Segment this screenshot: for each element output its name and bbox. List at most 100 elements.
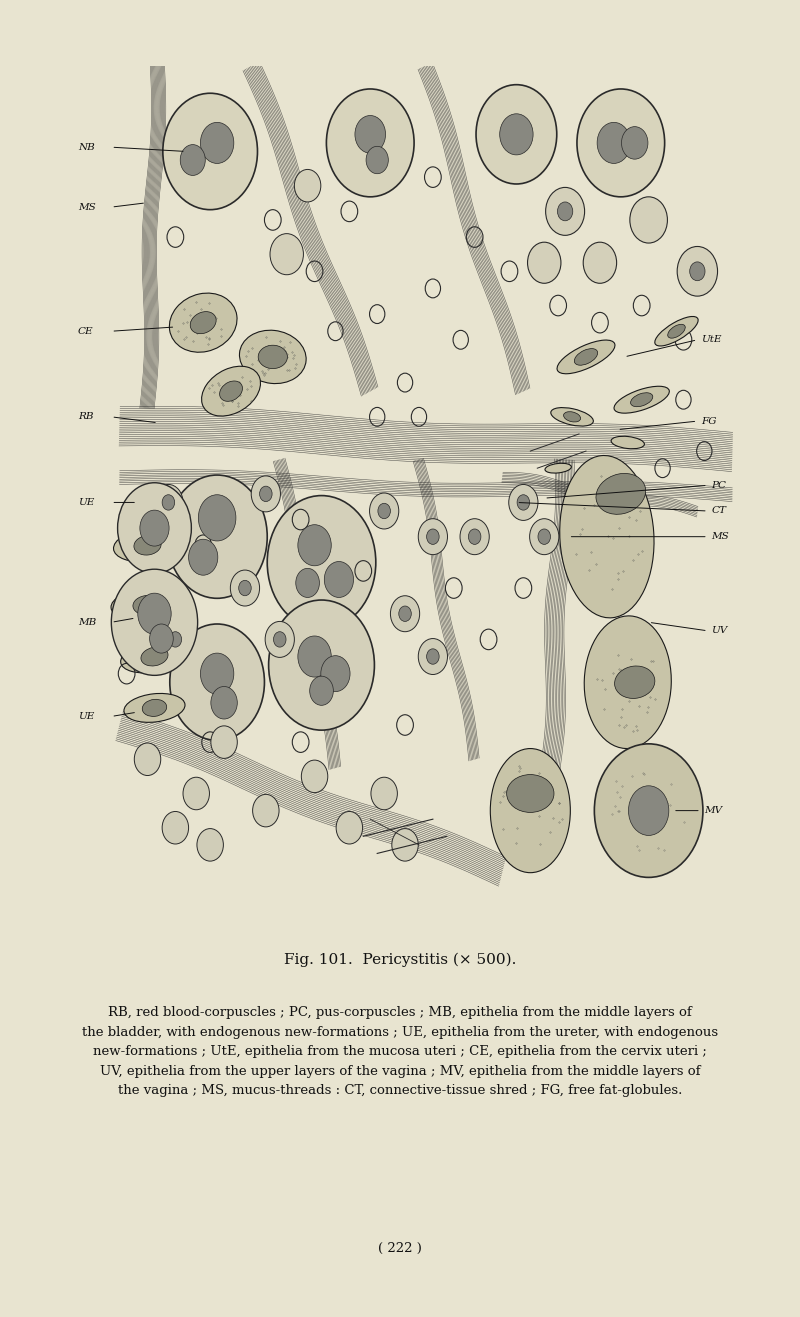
Circle shape	[162, 495, 174, 510]
Circle shape	[197, 828, 223, 861]
Circle shape	[183, 777, 210, 810]
Circle shape	[370, 493, 398, 529]
Circle shape	[371, 777, 398, 810]
Ellipse shape	[170, 294, 237, 352]
Circle shape	[269, 601, 374, 730]
Text: ( 222 ): ( 222 )	[378, 1242, 422, 1255]
Circle shape	[418, 639, 447, 674]
Circle shape	[138, 593, 171, 635]
Text: RB: RB	[78, 412, 94, 421]
Ellipse shape	[630, 392, 653, 407]
Circle shape	[577, 90, 665, 196]
Circle shape	[398, 606, 411, 622]
Circle shape	[630, 196, 667, 244]
Circle shape	[270, 233, 303, 275]
Circle shape	[230, 570, 259, 606]
Circle shape	[118, 483, 191, 573]
Circle shape	[583, 242, 617, 283]
Text: FG: FG	[701, 416, 716, 425]
Text: MB: MB	[78, 618, 96, 627]
Circle shape	[509, 485, 538, 520]
Circle shape	[558, 202, 573, 221]
Circle shape	[321, 656, 350, 691]
Text: UV: UV	[711, 627, 727, 635]
Circle shape	[418, 519, 447, 554]
Circle shape	[355, 116, 386, 153]
Text: MS: MS	[711, 532, 729, 541]
Ellipse shape	[239, 331, 306, 383]
Ellipse shape	[258, 345, 287, 369]
Circle shape	[251, 475, 281, 512]
Circle shape	[530, 519, 559, 554]
Text: CE: CE	[78, 327, 94, 336]
Ellipse shape	[190, 312, 216, 333]
Circle shape	[500, 113, 533, 155]
Circle shape	[140, 510, 169, 547]
Text: RB, red blood-corpuscles ; PC, pus-corpuscles ; MB, epithelia from the middle la: RB, red blood-corpuscles ; PC, pus-corpu…	[82, 1006, 718, 1097]
Ellipse shape	[614, 386, 670, 414]
Circle shape	[622, 126, 648, 159]
Circle shape	[201, 122, 234, 163]
Ellipse shape	[121, 640, 188, 673]
Circle shape	[527, 242, 561, 283]
Circle shape	[476, 84, 557, 184]
Circle shape	[302, 760, 328, 793]
Circle shape	[378, 503, 390, 519]
Circle shape	[546, 187, 585, 236]
Ellipse shape	[655, 316, 698, 346]
Text: NB: NB	[78, 142, 94, 151]
Circle shape	[336, 811, 362, 844]
Ellipse shape	[557, 340, 615, 374]
Circle shape	[259, 486, 272, 502]
Circle shape	[298, 524, 331, 566]
Ellipse shape	[551, 407, 594, 427]
Circle shape	[170, 624, 265, 740]
Ellipse shape	[141, 647, 168, 666]
Circle shape	[629, 786, 669, 835]
Circle shape	[169, 632, 182, 647]
Circle shape	[296, 569, 319, 598]
Circle shape	[211, 726, 238, 759]
Ellipse shape	[202, 366, 261, 416]
Circle shape	[134, 743, 161, 776]
Circle shape	[238, 581, 251, 595]
Circle shape	[298, 636, 331, 677]
Circle shape	[201, 653, 234, 694]
Text: PC: PC	[711, 481, 726, 490]
Ellipse shape	[506, 774, 554, 813]
Text: Fig. 101.  Pericystitis (× 500).: Fig. 101. Pericystitis (× 500).	[284, 954, 516, 967]
Circle shape	[274, 632, 286, 647]
Circle shape	[517, 495, 530, 510]
Circle shape	[460, 519, 490, 554]
Ellipse shape	[124, 694, 185, 722]
Circle shape	[366, 146, 388, 174]
Circle shape	[253, 794, 279, 827]
Circle shape	[198, 495, 236, 541]
Circle shape	[677, 246, 718, 296]
Ellipse shape	[584, 616, 671, 748]
Circle shape	[594, 744, 703, 877]
Ellipse shape	[574, 349, 598, 365]
Ellipse shape	[545, 464, 571, 473]
Ellipse shape	[490, 748, 570, 873]
Circle shape	[162, 811, 189, 844]
Text: MV: MV	[704, 806, 722, 815]
Circle shape	[163, 94, 258, 209]
Circle shape	[265, 622, 294, 657]
Text: MS: MS	[78, 203, 96, 212]
Ellipse shape	[560, 456, 654, 618]
Circle shape	[392, 828, 418, 861]
Ellipse shape	[142, 699, 166, 716]
Circle shape	[211, 686, 238, 719]
Ellipse shape	[668, 324, 686, 338]
Circle shape	[690, 262, 705, 281]
Circle shape	[324, 561, 354, 598]
Ellipse shape	[111, 589, 184, 622]
Circle shape	[154, 485, 183, 520]
Ellipse shape	[114, 528, 182, 562]
Ellipse shape	[133, 595, 162, 615]
Circle shape	[180, 145, 206, 175]
Circle shape	[390, 595, 420, 632]
Text: UE: UE	[78, 712, 94, 720]
Circle shape	[468, 529, 481, 544]
